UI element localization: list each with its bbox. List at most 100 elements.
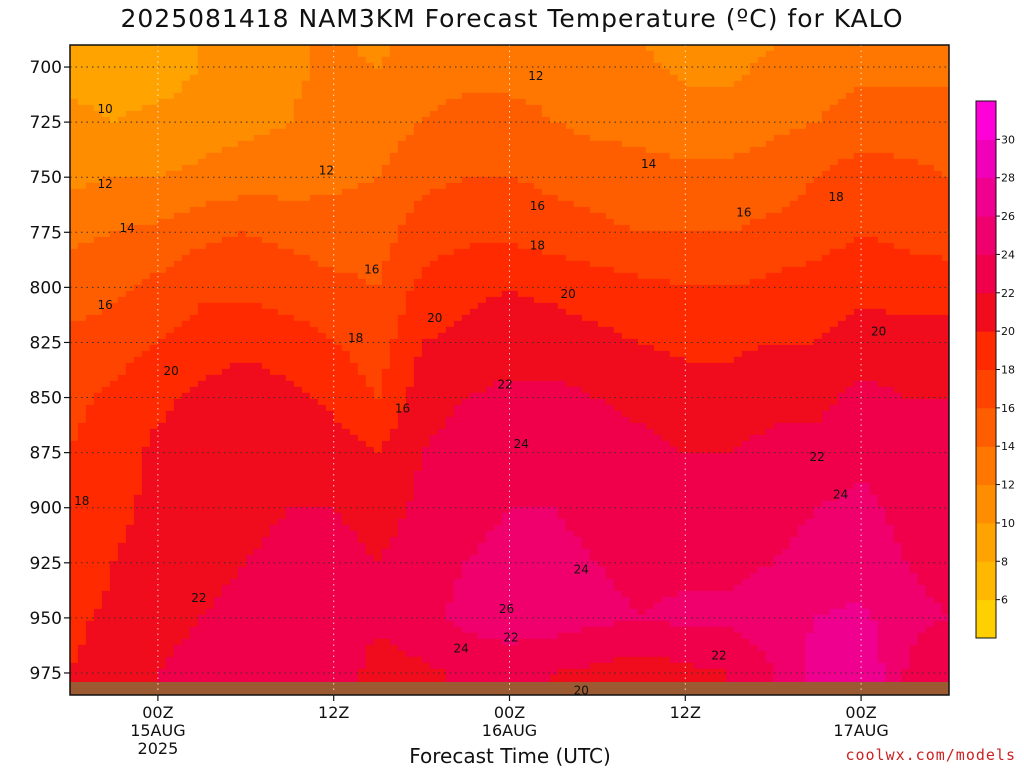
field-cell — [405, 542, 415, 550]
field-cell — [397, 674, 407, 682]
field-cell — [109, 152, 119, 160]
field-cell — [125, 500, 135, 508]
field-cell — [373, 668, 383, 676]
field-cell — [421, 398, 431, 406]
field-cell — [205, 656, 215, 664]
field-cell — [85, 518, 95, 526]
field-cell — [165, 464, 175, 472]
field-cell — [405, 194, 415, 202]
field-cell — [165, 488, 175, 496]
field-cell — [309, 350, 319, 358]
field-cell — [413, 122, 423, 130]
field-cell — [405, 674, 415, 682]
field-cell — [221, 212, 231, 220]
field-cell — [221, 494, 231, 502]
field-cell — [181, 494, 191, 502]
field-cell — [125, 368, 135, 376]
field-cell — [141, 308, 151, 316]
field-cell — [333, 500, 343, 508]
field-cell — [413, 608, 423, 616]
field-cell — [109, 212, 119, 220]
field-cell — [85, 470, 95, 478]
field-cell — [149, 266, 159, 274]
field-cell — [149, 560, 159, 568]
field-cell — [157, 278, 167, 286]
field-cell — [133, 392, 143, 400]
field-cell — [189, 128, 199, 136]
field-cell — [397, 152, 407, 160]
field-cell — [213, 104, 223, 112]
field-cell — [141, 482, 151, 490]
field-cell — [333, 140, 343, 148]
field-cell — [70, 572, 79, 580]
field-cell — [141, 542, 151, 550]
field-cell — [229, 86, 239, 94]
field-cell — [157, 218, 167, 226]
field-cell — [269, 278, 279, 286]
field-cell — [221, 266, 231, 274]
field-cell — [429, 200, 439, 208]
field-cell — [357, 212, 367, 220]
field-cell — [333, 560, 343, 568]
field-cell — [141, 560, 151, 568]
field-cell — [357, 578, 367, 586]
field-cell — [125, 362, 135, 370]
field-cell — [245, 482, 255, 490]
field-cell — [141, 164, 151, 172]
field-cell — [317, 602, 327, 610]
field-cell — [397, 626, 407, 634]
field-cell — [317, 50, 327, 58]
field-cell — [389, 560, 399, 568]
field-cell — [149, 620, 159, 628]
field-cell — [93, 50, 103, 58]
field-cell — [197, 530, 207, 538]
field-cell — [389, 140, 399, 148]
field-cell — [157, 344, 167, 352]
field-cell — [349, 176, 359, 184]
field-cell — [405, 650, 415, 658]
field-cell — [181, 578, 191, 586]
field-cell — [125, 608, 135, 616]
field-cell — [253, 590, 263, 598]
field-cell — [261, 368, 271, 376]
field-cell — [365, 470, 375, 478]
field-cell — [213, 320, 223, 328]
field-cell — [333, 362, 343, 370]
field-cell — [349, 284, 359, 292]
field-cell — [181, 290, 191, 298]
field-cell — [125, 638, 135, 646]
field-cell — [253, 314, 263, 322]
field-cell — [237, 182, 247, 190]
field-cell — [125, 122, 135, 130]
field-cell — [261, 668, 271, 676]
field-cell — [333, 320, 343, 328]
field-cell — [309, 608, 319, 616]
field-cell — [221, 518, 231, 526]
field-cell — [349, 62, 359, 70]
field-cell — [245, 86, 255, 94]
field-cell — [70, 284, 79, 292]
field-cell — [173, 266, 183, 274]
field-cell — [149, 590, 159, 598]
field-cell — [149, 332, 159, 340]
field-cell — [85, 200, 95, 208]
field-cell — [85, 86, 95, 94]
field-cell — [269, 572, 279, 580]
field-cell — [421, 458, 431, 466]
field-cell — [93, 206, 103, 214]
field-cell — [381, 242, 391, 250]
field-cell — [341, 188, 351, 196]
field-cell — [229, 56, 239, 64]
field-cell — [237, 248, 247, 256]
field-cell — [165, 248, 175, 256]
field-cell — [301, 182, 311, 190]
field-cell — [229, 194, 239, 202]
field-cell — [309, 620, 319, 628]
field-cell — [261, 626, 271, 634]
field-cell — [429, 278, 439, 286]
field-cell — [397, 392, 407, 400]
field-cell — [125, 146, 135, 154]
field-cell — [237, 368, 247, 376]
field-cell — [285, 314, 295, 322]
field-cell — [213, 536, 223, 544]
